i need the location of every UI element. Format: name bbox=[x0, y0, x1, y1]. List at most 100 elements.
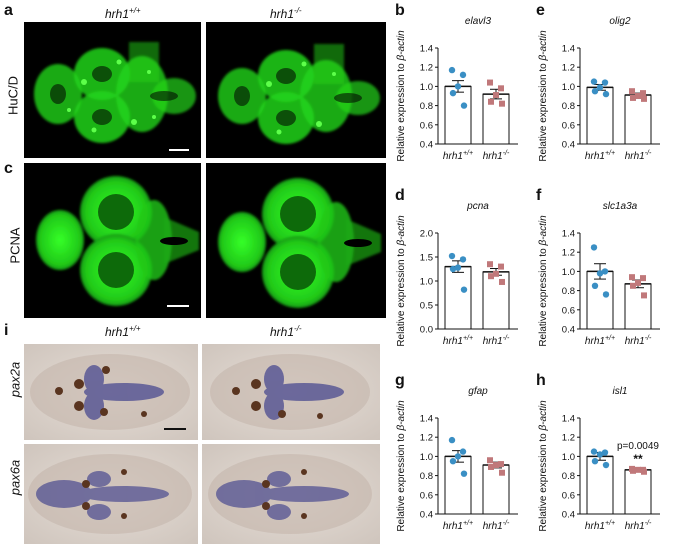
data-point bbox=[448, 252, 456, 260]
y-tick-label: 1.2 bbox=[420, 433, 433, 444]
header-wt: hrh1+/+ bbox=[105, 6, 141, 21]
data-point bbox=[459, 71, 467, 79]
data-point bbox=[641, 95, 647, 102]
y-tick-label: 0.6 bbox=[562, 120, 575, 131]
panel-letter-b: b bbox=[395, 2, 405, 19]
data-point bbox=[449, 89, 457, 97]
y-axis-label: Relative expression to β-actin bbox=[538, 215, 549, 347]
image-pax6a-wt bbox=[24, 444, 198, 544]
x-tick-label: hrh1-/- bbox=[483, 150, 510, 162]
image-hucd-wt bbox=[24, 22, 201, 158]
panel-letter-d: d bbox=[395, 187, 405, 204]
y-tick-label: 0.6 bbox=[562, 305, 575, 316]
data-point bbox=[602, 291, 610, 298]
data-point bbox=[459, 256, 467, 263]
data-point bbox=[601, 79, 609, 86]
header-ish-wt: hrh1+/+ bbox=[105, 324, 141, 339]
y-tick-label: 1.0 bbox=[562, 82, 575, 93]
header-ish-ko: hrh1-/- bbox=[270, 324, 302, 339]
panel-letter-g: g bbox=[395, 372, 405, 389]
y-tick-label: 0.8 bbox=[420, 471, 433, 482]
data-point bbox=[596, 84, 604, 91]
chart-b: Relative expression to β-actin elavl3 0.4 0… bbox=[396, 16, 518, 162]
data-point bbox=[449, 458, 457, 465]
data-point bbox=[630, 282, 636, 289]
panel-letter-i: i bbox=[4, 322, 9, 339]
data-point bbox=[590, 448, 598, 455]
data-point bbox=[635, 466, 641, 473]
panel-letter-e: e bbox=[536, 2, 545, 19]
data-point bbox=[498, 461, 504, 468]
data-point bbox=[630, 467, 636, 474]
image-pax2a-wt bbox=[24, 344, 198, 440]
y-axis-label: Relative expression to β-actin bbox=[396, 215, 407, 347]
bar bbox=[482, 271, 510, 330]
y-tick-label: 0.5 bbox=[420, 301, 433, 312]
bar bbox=[482, 93, 510, 145]
data-point bbox=[635, 93, 641, 99]
data-point bbox=[596, 451, 604, 458]
y-tick-label: 1.0 bbox=[420, 452, 433, 463]
panel-letter-a: a bbox=[4, 2, 13, 19]
y-tick-label: 1.5 bbox=[420, 253, 433, 264]
x-tick-label: hrh1+/+ bbox=[585, 520, 615, 532]
bar bbox=[586, 270, 614, 330]
bar bbox=[444, 266, 472, 330]
x-tick-label: hrh1-/- bbox=[483, 335, 510, 347]
bar bbox=[624, 94, 652, 145]
data-point bbox=[629, 88, 635, 95]
y-tick-label: 0.8 bbox=[562, 471, 575, 482]
data-point bbox=[499, 278, 505, 285]
data-point bbox=[590, 244, 598, 251]
y-tick-label: 0.6 bbox=[420, 490, 433, 501]
y-tick-label: 1.0 bbox=[562, 452, 575, 463]
y-axis-label: Relative expression to β-actin bbox=[538, 30, 549, 162]
data-point bbox=[499, 469, 505, 476]
panel-letter-h: h bbox=[536, 372, 546, 389]
y-tick-label: 1.4 bbox=[562, 229, 575, 240]
bar-charts: Relative expression to β-actin elavl3 0.4 0… bbox=[396, 16, 660, 532]
x-tick-label: hrh1-/- bbox=[625, 335, 652, 347]
y-tick-label: 0.4 bbox=[562, 325, 575, 336]
chart-d: Relative expression to β-actin pcna 0.0 0.5… bbox=[396, 201, 518, 347]
y-axis-label: Relative expression to β-actin bbox=[396, 400, 407, 532]
data-point bbox=[487, 79, 493, 86]
chart-title: pcna bbox=[466, 201, 489, 212]
y-tick-label: 1.0 bbox=[562, 267, 575, 278]
y-tick-label: 0.6 bbox=[420, 120, 433, 131]
y-tick-label: 1.2 bbox=[562, 433, 575, 444]
x-tick-label: hrh1-/- bbox=[625, 150, 652, 162]
data-point bbox=[460, 286, 468, 293]
chart-title: elavl3 bbox=[465, 16, 492, 27]
data-point bbox=[487, 457, 493, 464]
y-tick-label: 1.2 bbox=[562, 63, 575, 74]
data-point bbox=[454, 453, 462, 460]
chart-f: Relative expression to β-actin slc1a3a 0.4… bbox=[538, 201, 660, 347]
x-tick-label: hrh1+/+ bbox=[585, 335, 615, 347]
bar bbox=[444, 85, 472, 145]
row-label-hucd: HuC/D bbox=[5, 76, 21, 116]
data-point bbox=[629, 274, 635, 281]
y-tick-label: 1.2 bbox=[420, 63, 433, 74]
chart-title: isl1 bbox=[612, 386, 627, 397]
chart-g: Relative expression to β-actin gfap 0.4 0.6… bbox=[396, 386, 518, 532]
x-tick-label: hrh1+/+ bbox=[443, 150, 473, 162]
y-tick-label: 1.0 bbox=[420, 82, 433, 93]
data-point bbox=[460, 470, 468, 477]
data-point bbox=[460, 102, 468, 109]
x-tick-label: hrh1+/+ bbox=[585, 150, 615, 162]
data-point bbox=[641, 292, 647, 299]
data-point bbox=[640, 90, 646, 97]
data-point bbox=[499, 100, 505, 107]
data-point bbox=[498, 263, 504, 270]
y-tick-label: 0.4 bbox=[562, 140, 575, 151]
data-point bbox=[488, 463, 494, 470]
x-tick-label: hrh1-/- bbox=[483, 520, 510, 532]
y-axis-label: Relative expression to β-actin bbox=[538, 400, 549, 532]
data-point bbox=[498, 85, 504, 92]
chart-title: slc1a3a bbox=[603, 201, 638, 212]
y-tick-label: 1.4 bbox=[420, 414, 433, 425]
row-label-pcna: PCNA bbox=[7, 227, 23, 264]
data-point bbox=[493, 92, 499, 99]
data-point bbox=[493, 462, 499, 469]
